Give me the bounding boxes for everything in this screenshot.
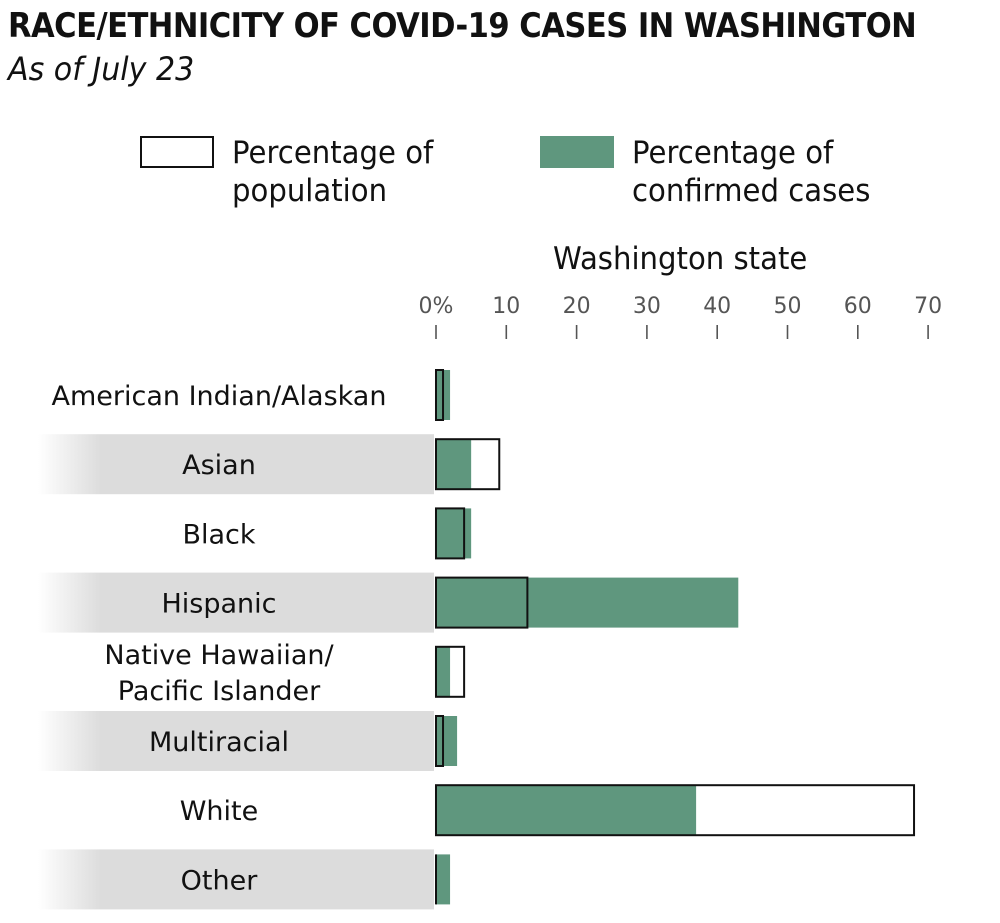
x-tick-label-60: 60: [844, 294, 872, 319]
legend-population-swatch: [140, 136, 214, 168]
population-bar-hispanic: [435, 576, 529, 629]
category-label-hispanic: Hispanic: [161, 589, 276, 620]
row-shade-hispanic: [38, 572, 434, 633]
chart-title: RACE/ETHNICITY OF COVID-19 CASES IN WASH…: [8, 6, 917, 46]
legend-population-label: Percentage of population: [232, 135, 434, 209]
category-label-multiracial: Multiracial: [149, 727, 289, 758]
row-shade-multiracial: [38, 711, 434, 771]
x-tick-label-30: 30: [633, 294, 661, 319]
cases-bar-white: [436, 785, 697, 836]
cases-bar-black: [436, 508, 472, 559]
legend-cases-label: Percentage of confirmed cases: [632, 135, 871, 209]
x-tick-label-10: 10: [492, 294, 520, 319]
x-tick-label-50: 50: [774, 294, 802, 319]
cases-bar-hispanic: [436, 577, 739, 628]
x-tick-label-0: 0%: [419, 294, 454, 319]
chart-subtitle: As of July 23: [8, 50, 195, 88]
cases-bar-asian: [436, 439, 472, 490]
population-bar-american-indian-alaskan: [435, 369, 445, 421]
population-bar-asian: [435, 438, 501, 491]
category-label-white: White: [180, 796, 259, 827]
legend-cases-swatch: [540, 136, 614, 168]
cases-bar-multiracial: [436, 716, 458, 766]
x-tick-label-70: 70: [914, 294, 942, 319]
chart-panel-title: Washington state: [553, 241, 808, 277]
row-shade-other: [38, 849, 434, 910]
cases-bar-other: [436, 854, 451, 905]
category-label-other: Other: [181, 865, 259, 896]
x-tick-label-40: 40: [703, 294, 731, 319]
category-label-black: Black: [182, 519, 255, 550]
category-label-american-indian-alaskan: American Indian/Alaskan: [52, 381, 387, 412]
population-bar-white: [435, 784, 916, 837]
population-bar-multiracial: [435, 715, 445, 767]
population-bar-native-hawaiian-pacific-islander: [435, 645, 466, 698]
x-tick-label-20: 20: [563, 294, 591, 319]
population-bar-black: [435, 507, 466, 560]
cases-bar-native-hawaiian-pacific-islander: [436, 646, 451, 697]
category-label-native-hawaiian-pacific-islander-line1: Native Hawaiian/: [104, 640, 334, 671]
row-shade-asian: [38, 434, 434, 495]
category-label-asian: Asian: [182, 450, 256, 481]
category-label-native-hawaiian-pacific-islander-line2: Pacific Islander: [118, 676, 321, 707]
